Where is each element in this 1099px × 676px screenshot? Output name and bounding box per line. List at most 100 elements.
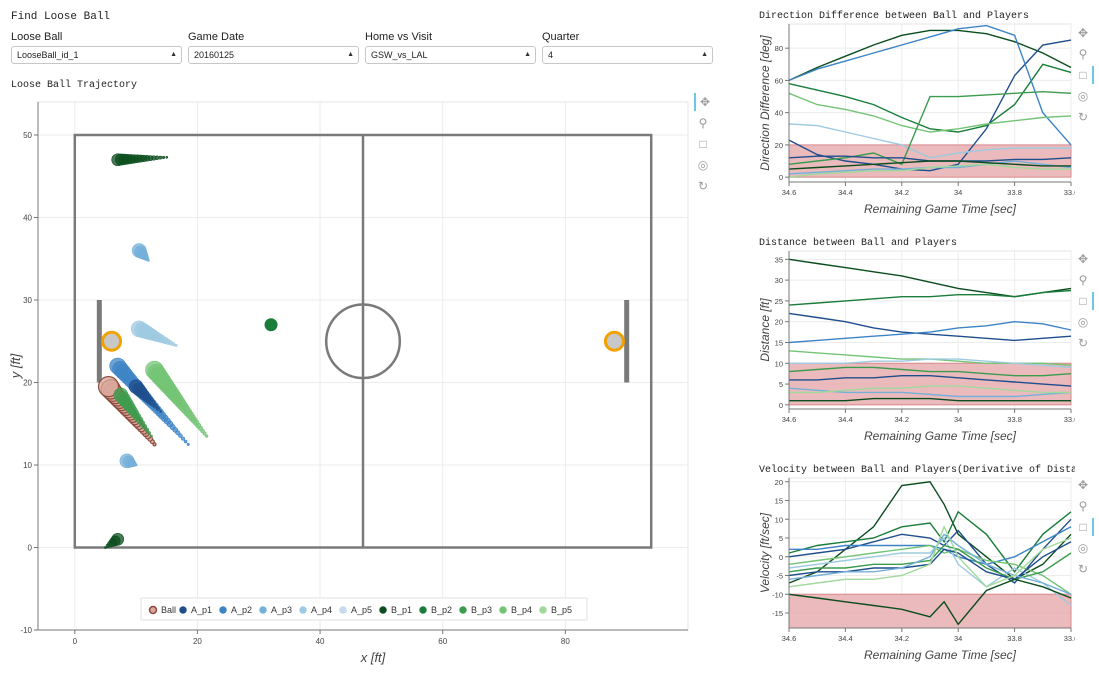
legend-marker <box>379 606 387 614</box>
home-visit-control: Home vs Visit GSW_vs_LAL ▲ <box>365 31 536 64</box>
wheel-zoom-icon[interactable]: ◎ <box>1077 315 1089 329</box>
quarter-label: Quarter <box>542 31 580 43</box>
x-tick-label: 0 <box>73 637 78 646</box>
velocity-chart[interactable]: Velocity between Ball and Players(Deriva… <box>755 460 1075 674</box>
trajectory-a-p4 <box>130 320 178 347</box>
trajectory-point <box>130 320 148 338</box>
series-line <box>788 92 1072 133</box>
app-title: Find Loose Ball <box>11 11 111 23</box>
select-chevron-icon: ▲ <box>701 51 708 58</box>
trajectory-point <box>111 532 125 546</box>
reset-icon[interactable]: ↻ <box>1077 336 1089 350</box>
reset-icon[interactable]: ↻ <box>1077 110 1089 124</box>
y-tick-label: 50 <box>23 131 32 140</box>
y-tick-label: 15 <box>775 497 783 506</box>
series-line <box>789 385 1071 394</box>
box-zoom-icon[interactable]: ⚲ <box>1078 47 1088 61</box>
x-axis-label: Remaining Game Time [sec] <box>864 202 1017 216</box>
wheel-zoom-icon[interactable]: ◎ <box>1077 541 1089 555</box>
trajectory-a-p3-low <box>119 453 138 469</box>
y-tick-label: 0 <box>779 553 783 562</box>
legend-label: A_p4 <box>311 605 332 615</box>
trajectory-point <box>97 376 120 398</box>
pan-icon[interactable]: ✥ <box>694 93 714 111</box>
direction-toolbar: ✥ ⚲ □ ◎ ↻ <box>1074 24 1096 129</box>
trajectory-point <box>181 436 186 441</box>
trajectory-plot[interactable]: 0 20 40 60 80 -10 0 10 20 30 40 50 x [ft] y [ft] Ball… <box>0 88 700 668</box>
quarter-select[interactable]: 4 ▲ <box>542 46 713 64</box>
pan-icon[interactable]: ✥ <box>1077 252 1089 266</box>
trajectory-b-p4 <box>145 360 209 438</box>
y-tick-label: 0 <box>779 401 783 410</box>
wheel-zoom-icon[interactable]: ◎ <box>1077 89 1089 103</box>
legend-marker <box>179 606 187 614</box>
series-line <box>789 397 1071 402</box>
y-tick-label: 5 <box>779 380 783 389</box>
trajectory-point <box>128 379 144 394</box>
x-tick-label: 33.8 <box>1007 188 1022 197</box>
box-select-icon[interactable]: □ <box>1074 66 1094 84</box>
legend-label: B_p2 <box>431 605 452 615</box>
player-marker <box>264 318 278 332</box>
trajectory-point <box>165 155 169 159</box>
x-tick-label: 60 <box>438 637 447 646</box>
series-line <box>788 123 1071 159</box>
box-zoom-icon[interactable]: ⚲ <box>1078 273 1088 287</box>
wheel-zoom-icon[interactable]: ◎ <box>697 158 709 172</box>
pan-icon[interactable]: ✥ <box>1077 478 1089 492</box>
box-select-icon[interactable]: □ <box>699 137 707 151</box>
box-select-icon[interactable]: □ <box>1074 292 1094 310</box>
pan-icon[interactable]: ✥ <box>1077 26 1089 40</box>
box-zoom-icon[interactable]: ⚲ <box>698 116 708 130</box>
x-tick-label: 40 <box>316 637 325 646</box>
trajectory-point <box>186 442 190 446</box>
legend-label: A_p2 <box>231 605 252 615</box>
x-tick-label: 33.8 <box>1007 415 1022 424</box>
game-date-control: Game Date 20160125 ▲ <box>188 31 359 64</box>
box-select-icon[interactable]: □ <box>1074 518 1094 536</box>
distance-chart[interactable]: Distance between Ball and Players 34.6 34.… <box>755 233 1075 453</box>
legend-label: Ball <box>161 605 176 615</box>
trajectory-b-p1 <box>111 153 169 167</box>
x-tick-label: 33.6 <box>1064 188 1075 197</box>
series-line <box>788 90 1072 166</box>
legend-marker <box>499 606 507 614</box>
y-tick-label: 0 <box>28 544 33 553</box>
y-tick-label: -5 <box>776 572 783 581</box>
trajectory-toolbar: ✥ ⚲ □ ◎ ↻ <box>694 93 716 198</box>
legend-label: B_p4 <box>511 605 532 615</box>
y-axis-label: Direction Difference [deg] <box>758 35 772 171</box>
reset-icon[interactable]: ↻ <box>1077 562 1089 576</box>
y-axis-label: Velocity [ft/sec] <box>758 512 772 593</box>
y-tick-label: 25 <box>775 297 783 306</box>
select-chevron-icon: ▲ <box>170 51 177 58</box>
trajectory-point <box>131 243 147 258</box>
game-date-select[interactable]: 20160125 ▲ <box>188 46 359 64</box>
x-tick-label: 34.4 <box>838 188 853 197</box>
trajectory-point <box>147 431 151 435</box>
series-line <box>789 374 1072 387</box>
trajectory-point <box>111 153 125 167</box>
loose-ball-label: Loose Ball <box>11 31 63 43</box>
y-tick-label: -10 <box>772 590 783 599</box>
legend-marker <box>259 606 267 614</box>
x-tick-label: 20 <box>193 637 202 646</box>
reset-icon[interactable]: ↻ <box>697 179 709 193</box>
y-tick-label: 30 <box>23 296 32 305</box>
trajectory-b-p1-low <box>104 532 125 549</box>
trajectory-point <box>119 453 135 469</box>
legend-label: A_p5 <box>351 605 372 615</box>
y-tick-label: 60 <box>775 76 783 85</box>
legend-marker <box>339 606 347 614</box>
direction-difference-chart[interactable]: Direction Difference between Ball and Pl… <box>755 6 1075 226</box>
home-visit-select[interactable]: GSW_vs_LAL ▲ <box>365 46 536 64</box>
trajectory-title: Loose Ball Trajectory <box>11 80 138 91</box>
loose-ball-select[interactable]: LooseBall_id_1 ▲ <box>11 46 182 64</box>
trajectory-a-p1 <box>128 379 162 413</box>
y-tick-label: 10 <box>23 461 32 470</box>
y-tick-label: 40 <box>775 109 783 118</box>
left-hoop <box>101 330 123 352</box>
box-zoom-icon[interactable]: ⚲ <box>1078 499 1088 513</box>
y-tick-label: 35 <box>775 255 783 264</box>
game-date-label: Game Date <box>188 31 245 43</box>
